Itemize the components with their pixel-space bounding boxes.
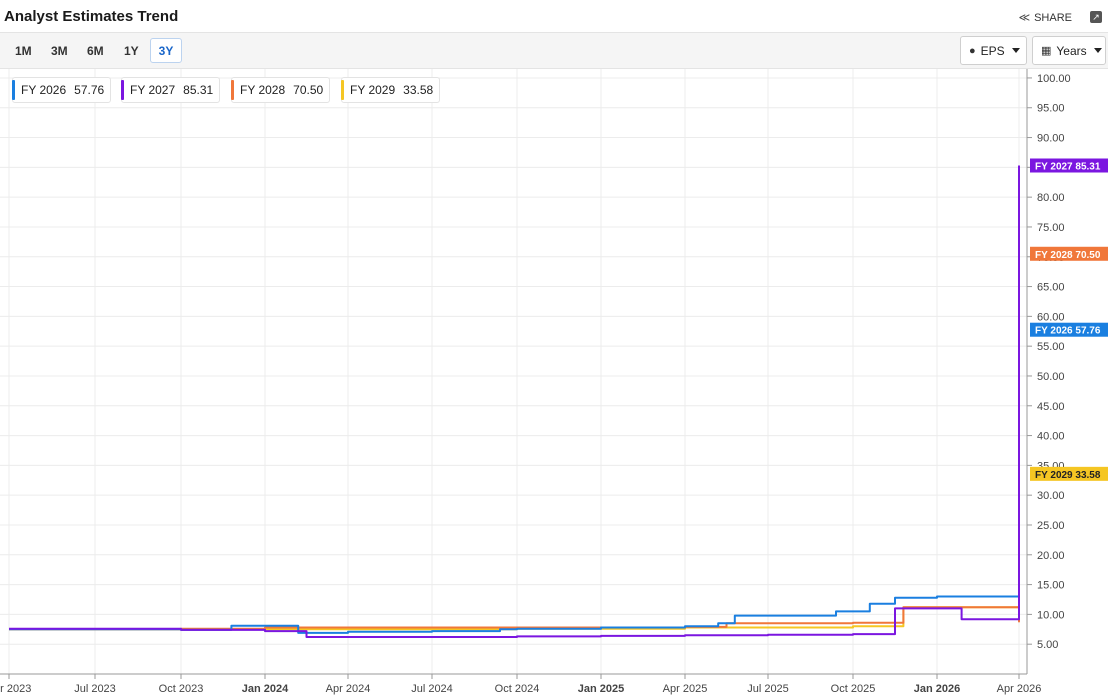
series-lines [9,165,1020,638]
last-value-tag-bg [1030,466,1108,481]
last-value-tag-text: FY 2029 33.58 [1035,470,1101,481]
x-tick-label: Jan 2024 [242,683,289,695]
y-tick-label: 50.00 [1037,371,1065,383]
y-tick-label: 80.00 [1037,192,1065,204]
series-line-fy2029 [9,473,1020,631]
y-tick-label: 5.00 [1037,639,1058,651]
period-dropdown-label: Years [1056,43,1087,58]
range-3y-button[interactable]: 3Y [150,38,182,63]
legend-item-fy2027[interactable]: FY 2027 85.31 [121,77,221,103]
person-icon: ● [969,44,976,57]
last-value-tag-fy2027: FY 2027 85.31 [1030,158,1108,173]
widget-header: Analyst Estimates Trend ≪ SHARE ↗ [0,0,1108,33]
x-tick-label: Jan 2026 [914,683,960,695]
legend-swatch [12,80,15,100]
series-line-fy2026 [9,329,1020,634]
legend-swatch [121,80,124,100]
legend-series-name: FY 2026 [21,83,67,97]
x-tick-label: Oct 2024 [495,683,540,695]
chevron-down-icon [1011,48,1020,53]
legend-item-fy2026[interactable]: FY 2026 57.76 [12,77,112,103]
y-tick-label: 90.00 [1037,133,1065,145]
y-tick-label: 10.00 [1037,609,1065,621]
y-tick-label: 65.00 [1037,282,1065,294]
legend-series-name: FY 2028 [240,83,286,97]
legend-item-fy2029[interactable]: FY 2029 33.58 [341,77,441,103]
last-value-tag-bg [1030,322,1108,337]
legend-series-value: 33.58 [403,83,434,97]
legend-item-fy2028[interactable]: FY 2028 70.50 [231,77,331,103]
y-tick-label: 30.00 [1037,490,1065,502]
series-line-fy2027 [9,165,1020,638]
y-tick-label: 15.00 [1037,580,1065,592]
widget-title: Analyst Estimates Trend [4,8,179,25]
range-3m-button[interactable]: 3M [51,44,68,58]
calendar-icon: ▦ [1041,45,1052,57]
x-tick-label: Apr 2026 [997,683,1042,695]
grid-lines [0,69,1027,674]
last-value-tag-bg [1030,158,1108,173]
last-value-tag-fy2029: FY 2029 33.58 [1030,466,1108,481]
legend-series-name: FY 2027 [130,83,176,97]
x-tick-label: Jan 2025 [578,683,624,695]
share-icon: ≪ [1018,12,1031,24]
metric-dropdown-label: EPS [980,43,1005,58]
y-tick-label: 60.00 [1037,311,1065,323]
series-line-fy2028 [9,253,1020,631]
x-tick-label: Oct 2025 [831,683,876,695]
x-tick-label: Apr 2023 [0,683,31,695]
y-tick-label: 75.00 [1037,222,1065,234]
y-tick-label: 45.00 [1037,401,1065,413]
y-tick-label: 100.00 [1037,73,1071,85]
period-dropdown[interactable]: ▦ Years [1032,36,1106,65]
chart-toolbar: 1M 3M 6M 1Y 3Y ● EPS ▦ Years [0,33,1108,69]
last-value-tag-text: FY 2026 57.76 [1035,326,1101,337]
share-button[interactable]: ≪ SHARE [1018,11,1072,25]
legend-series-value: 57.76 [74,83,105,97]
last-value-tags: FY 2026 57.76 FY 2027 85.31 FY 2028 70.50 F… [1030,158,1108,481]
last-value-tag-bg [1030,246,1108,261]
x-axis: Apr 2023 Jul 2023 Oct 2023 Jan 2024 Apr 2024… [0,673,1042,695]
x-tick-label: Jul 2025 [747,683,789,695]
range-1m-button[interactable]: 1M [15,44,32,58]
metric-dropdown[interactable]: ● EPS [960,36,1027,65]
x-tick-label: Oct 2023 [159,683,204,695]
range-1y-button[interactable]: 1Y [124,44,139,58]
y-tick-label: 95.00 [1037,103,1065,115]
legend-series-name: FY 2029 [350,83,396,97]
legend-swatch [341,80,344,100]
y-tick-label: 20.00 [1037,550,1065,562]
last-value-tag-text: FY 2027 85.31 [1035,162,1101,173]
expand-icon[interactable]: ↗ [1090,11,1102,23]
range-6m-button[interactable]: 6M [87,44,104,58]
legend-swatch [231,80,234,100]
legend-series-value: 85.31 [183,83,214,97]
last-value-tag-fy2026: FY 2026 57.76 [1030,322,1108,337]
y-tick-label: 40.00 [1037,431,1065,443]
share-label: SHARE [1034,11,1072,24]
x-tick-label: Apr 2025 [663,683,708,695]
last-value-tag-fy2028: FY 2028 70.50 [1030,246,1108,261]
x-tick-label: Apr 2024 [326,683,371,695]
x-tick-label: Jul 2023 [74,683,116,695]
chart-area[interactable]: Apr 2023 Jul 2023 Oct 2023 Jan 2024 Apr 2024… [0,69,1108,700]
eps-trend-chart[interactable]: Apr 2023 Jul 2023 Oct 2023 Jan 2024 Apr 2024… [0,69,1108,700]
y-tick-label: 55.00 [1037,341,1065,353]
legend-series-value: 70.50 [293,83,324,97]
last-value-tag-text: FY 2028 70.50 [1035,250,1101,261]
chevron-down-icon [1093,48,1102,53]
x-tick-label: Jul 2024 [411,683,453,695]
y-tick-label: 25.00 [1037,520,1065,532]
